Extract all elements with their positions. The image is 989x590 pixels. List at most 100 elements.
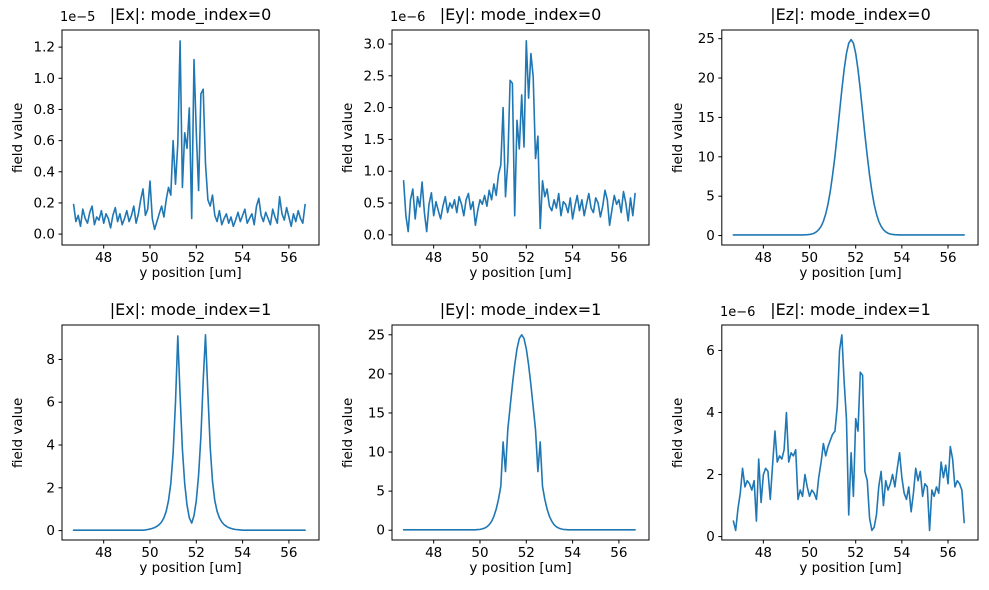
field-profile-line [72, 333, 306, 531]
y-axis-label: field value [10, 397, 26, 468]
x-axis-label: y position [um] [469, 560, 572, 576]
x-tick-label: 50 [801, 545, 818, 561]
x-tick-label: 48 [95, 545, 112, 561]
y-tick-label: 5 [376, 484, 385, 500]
y-axis-label: field value [670, 102, 686, 173]
y-tick-label: 0.4 [34, 164, 55, 180]
field-profile-line [732, 334, 965, 532]
subplot-ez-mode1: 48 50 52 54 56 0 2 4 6 1e−6 |Ez|: mode_index=1 f… [660, 295, 989, 590]
y-tick-label: 6 [46, 395, 55, 411]
y-tick-label: 4 [46, 438, 55, 454]
y-tick-label: 4 [706, 405, 715, 421]
axes-frame [61, 324, 320, 541]
x-tick-label: 56 [280, 545, 297, 561]
plot-title: |Ez|: mode_index=0 [770, 5, 931, 24]
x-tick-label: 50 [471, 250, 488, 266]
subplot-ex-mode1: 48 50 52 54 56 0 2 4 6 8 |Ex|: mode_index=1 field… [0, 295, 330, 590]
y-tick-label: 10 [368, 445, 385, 461]
y-tick-label: 25 [368, 327, 385, 343]
y-tick-label: 0.8 [34, 102, 55, 118]
axes-frame [721, 29, 979, 246]
y-tick-label: 0.0 [364, 227, 385, 243]
y-axis-label: field value [670, 397, 686, 468]
y-tick-label: 20 [368, 366, 385, 382]
y-tick-label: 6 [706, 343, 715, 359]
field-profile-line [72, 40, 306, 231]
x-tick-label: 50 [141, 250, 158, 266]
plot-title: |Ez|: mode_index=1 [770, 300, 931, 319]
y-tick-label: 0.2 [34, 195, 55, 211]
axes-frame [391, 324, 650, 541]
plot-title: |Ey|: mode_index=1 [439, 300, 602, 319]
y-tick-label: 0 [376, 523, 385, 539]
x-tick-label: 56 [280, 250, 297, 266]
y-tick-label: 2 [46, 480, 55, 496]
x-tick-label: 54 [234, 545, 251, 561]
y-axis-label: field value [340, 397, 356, 468]
y-axis-label: field value [10, 102, 26, 173]
axes-frame [61, 29, 320, 246]
x-tick-label: 50 [471, 545, 488, 561]
y-tick-label: 15 [368, 405, 385, 421]
y-axis-offset-label: 1e−6 [720, 305, 756, 320]
y-axis-offset-label: 1e−5 [60, 10, 96, 25]
x-tick-label: 48 [425, 545, 442, 561]
field-profile-line [402, 333, 636, 531]
x-tick-label: 52 [847, 250, 864, 266]
ey-mode1-line-chart: 48 50 52 54 56 0 5 10 15 20 25 [368, 324, 650, 561]
x-tick-label: 48 [755, 250, 772, 266]
ey-mode0-line-chart: 48 50 52 54 56 0.0 0.5 1.0 1.5 2.0 2.5 3.0 [364, 29, 650, 266]
x-axis-label: y position [um] [139, 265, 242, 281]
x-tick-label: 56 [610, 545, 627, 561]
x-tick-label: 56 [939, 545, 956, 561]
x-tick-label: 52 [188, 545, 205, 561]
x-tick-label: 48 [425, 250, 442, 266]
x-tick-label: 56 [610, 250, 627, 266]
y-tick-label: 0 [706, 228, 715, 244]
y-tick-label: 0.5 [364, 196, 385, 212]
ez-mode1-line-chart: 48 50 52 54 56 0 2 4 6 [706, 324, 979, 561]
x-tick-label: 54 [234, 250, 251, 266]
x-axis-label: y position [um] [139, 560, 242, 576]
y-tick-label: 5 [706, 189, 715, 205]
y-tick-label: 15 [698, 110, 715, 126]
y-tick-label: 0.0 [34, 227, 55, 243]
x-tick-label: 52 [188, 250, 205, 266]
y-axis-offset-label: 1e−6 [390, 10, 426, 25]
field-profile-line [402, 39, 636, 233]
subplot-ey-mode1: 48 50 52 54 56 0 5 10 15 20 25 |Ey|: mode_index=1 … [330, 295, 660, 590]
x-tick-label: 54 [893, 545, 910, 561]
y-tick-label: 25 [698, 31, 715, 47]
ez-mode0-line-chart: 48 50 52 54 56 0 5 10 15 20 25 [698, 29, 979, 266]
x-tick-label: 56 [939, 250, 956, 266]
y-tick-label: 1.0 [34, 71, 55, 87]
ex-mode0-line-chart: 48 50 52 54 56 0.0 0.2 0.4 0.6 0.8 1.0 1.2 [34, 29, 320, 266]
x-tick-label: 52 [847, 545, 864, 561]
x-tick-label: 48 [95, 250, 112, 266]
y-tick-label: 3.0 [364, 36, 385, 52]
y-tick-label: 0 [706, 529, 715, 545]
x-axis-label: y position [um] [799, 265, 902, 281]
y-tick-label: 2.0 [364, 100, 385, 116]
x-tick-label: 50 [801, 250, 818, 266]
y-tick-label: 8 [46, 352, 55, 368]
y-tick-label: 2 [706, 467, 715, 483]
x-tick-label: 54 [893, 250, 910, 266]
y-tick-label: 10 [698, 149, 715, 165]
subplot-ey-mode0: 48 50 52 54 56 0.0 0.5 1.0 1.5 2.0 2.5 3.0 1e−6 |Ey… [330, 0, 660, 295]
y-tick-label: 1.2 [34, 40, 55, 56]
y-axis-label: field value [340, 102, 356, 173]
axes-frame [391, 29, 650, 246]
y-tick-label: 0.6 [34, 133, 55, 149]
x-tick-label: 52 [518, 250, 535, 266]
y-tick-label: 0 [46, 523, 55, 539]
subplot-ez-mode0: 48 50 52 54 56 0 5 10 15 20 25 |Ez|: mode_index=0 … [660, 0, 989, 295]
plot-title: |Ey|: mode_index=0 [439, 5, 602, 24]
axes-frame [721, 324, 979, 541]
x-axis-label: y position [um] [469, 265, 572, 281]
subplot-ex-mode0: 48 50 52 54 56 0.0 0.2 0.4 0.6 0.8 1.0 1.2 1e−5 |Ex… [0, 0, 330, 295]
plot-title: |Ex|: mode_index=1 [109, 300, 272, 319]
y-tick-label: 2.5 [364, 68, 385, 84]
x-tick-label: 54 [564, 545, 581, 561]
